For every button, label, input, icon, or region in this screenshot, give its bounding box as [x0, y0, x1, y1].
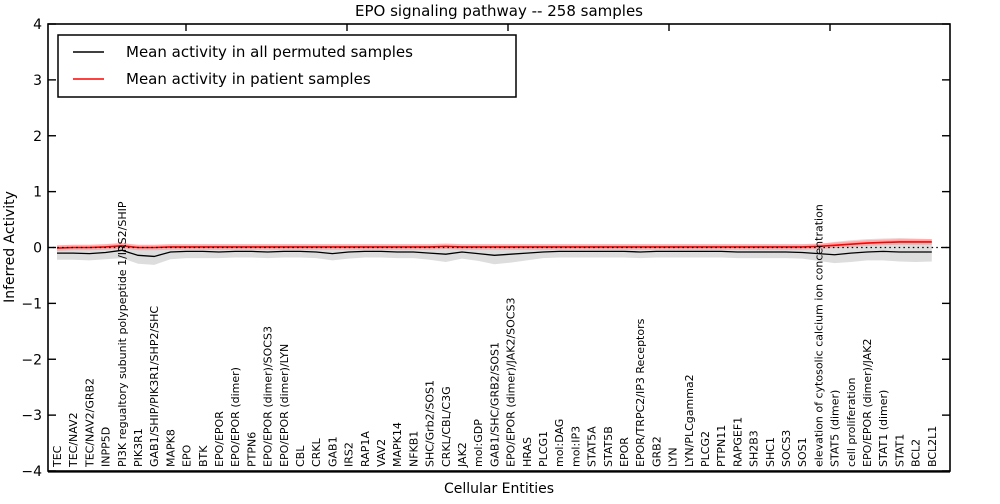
permuted-std-band [57, 238, 932, 265]
legend-label-permuted: Mean activity in all permuted samples [126, 43, 413, 61]
y-tick-label: −2 [21, 352, 42, 368]
x-tick-label: PLCG2 [699, 431, 712, 467]
x-tick-label: IRS2 [343, 442, 356, 467]
x-tick-label: VAV2 [375, 439, 388, 467]
x-tick-label: TEC [51, 445, 64, 468]
x-tick-label: RAPGEF1 [731, 417, 744, 467]
y-tick-label-layer: 4 3 2 1 0 −1 −2 −3 −4 [21, 17, 42, 480]
x-tick-label: PTPN11 [715, 425, 728, 467]
x-tick-label: mol:IP3 [569, 426, 582, 467]
x-tick-label: SHC/Grb2/SOS1 [424, 380, 437, 467]
x-tick-label: TEC/NAV2 [67, 412, 80, 468]
x-tick-label: EPO [181, 444, 194, 467]
x-tick-label: STAT1 [893, 434, 906, 467]
x-tick-label: HRAS [521, 437, 534, 467]
line-layer [48, 241, 950, 258]
x-tick-label: JAK2 [456, 442, 469, 468]
y-axis-title: Inferred Activity [2, 191, 18, 303]
x-tick-label: STAT5B [602, 426, 615, 467]
x-tick-label: MAPK8 [164, 429, 177, 467]
x-tick-label: EPOR/TRPC2/IP3 Receptors [634, 318, 647, 467]
x-tick-label: BTK [197, 445, 210, 467]
x-tick-label: PLCG1 [537, 431, 550, 467]
permuted-mean-line [57, 249, 932, 258]
x-tick-label: SH2B3 [748, 430, 761, 467]
x-tick-label: BCL2L1 [926, 426, 939, 467]
y-tick-label: 0 [33, 241, 42, 257]
x-tick-label: EPO/EPOR (dimer)/JAK2 [861, 339, 874, 467]
legend-label-patient: Mean activity in patient samples [126, 70, 371, 88]
x-tick-label: NFKB1 [407, 431, 420, 467]
x-tick-label: GRB2 [650, 436, 663, 467]
x-tick-label: RAP1A [359, 431, 372, 467]
x-tick-label: SOS1 [796, 437, 809, 467]
x-tick-label: BCL2 [910, 439, 923, 467]
patient-std-band [57, 239, 932, 251]
x-tick-label: EPO/EPOR (dimer)/LYN [278, 344, 291, 467]
x-tick-label: cell proliferation [845, 377, 858, 467]
x-tick-label: GAB1/SHIP/PIK3R1/SHP2/SHC [148, 306, 161, 467]
x-tick-label: STAT1 (dimer) [877, 390, 890, 467]
x-tick-label: PIK3R1 [132, 428, 145, 467]
y-tick-label: −4 [21, 464, 42, 480]
x-tick-label: TEC/NAV2/GRB2 [83, 378, 96, 468]
x-tick-label: INPP5D [100, 427, 113, 467]
x-tick-label: mol:GDP [472, 419, 485, 467]
y-tick-label: −1 [21, 296, 42, 312]
y-tick-label: −3 [21, 408, 42, 424]
x-tick-label: EPO/EPOR [213, 411, 226, 467]
x-tick-label: LYN [667, 447, 680, 467]
y-tick-label: 3 [33, 73, 42, 89]
x-tick-label: PI3K regualtory subunit polypeptide 1/IR… [116, 201, 129, 467]
x-tick-label: mol:DAG [553, 419, 566, 467]
x-tick-label: LYN/PLCgamma2 [683, 374, 696, 467]
x-axis-title: Cellular Entities [444, 481, 554, 497]
x-tick-label: elevation of cytosolic calcium ion conce… [812, 204, 825, 467]
y-tick-label: 2 [33, 129, 42, 145]
x-tick-label: CRKL [310, 437, 323, 467]
x-tick-label: CRKL/CBL/C3G [440, 386, 453, 467]
y-tick-label: 4 [33, 17, 42, 33]
x-tick-label-layer: TEC TEC/NAV2 TEC/NAV2/GRB2 INPP5D PI3K regua… [51, 201, 939, 468]
x-tick-label: SOCS3 [780, 430, 793, 467]
legend: Mean activity in all permuted samples Me… [57, 34, 517, 98]
x-tick-label: PTPN6 [245, 432, 258, 467]
x-tick-label: MAPK14 [391, 422, 404, 467]
x-tick-label: STAT5 (dimer) [829, 390, 842, 467]
x-tick-label: EPOR [618, 437, 631, 467]
x-tick-label: GAB1/SHC/GRB2/SOS1 [488, 342, 501, 467]
x-tick-label: CBL [294, 445, 307, 467]
x-tick-label: EPO/EPOR (dimer)/SOCS3 [262, 326, 275, 467]
x-tick-label: STAT5A [586, 426, 599, 467]
x-tick-label: GAB1 [326, 436, 339, 467]
legend-box [57, 34, 517, 98]
x-tick-label: SHC1 [764, 437, 777, 467]
band-layer [57, 238, 932, 265]
x-tick-label: EPO/EPOR (dimer)/JAK2/SOCS3 [505, 298, 518, 467]
y-tick-label: 1 [33, 185, 42, 201]
chart-title: EPO signaling pathway -- 258 samples [355, 2, 643, 20]
tick-layer [48, 23, 950, 472]
x-tick-label: EPO/EPOR (dimer) [229, 367, 242, 467]
